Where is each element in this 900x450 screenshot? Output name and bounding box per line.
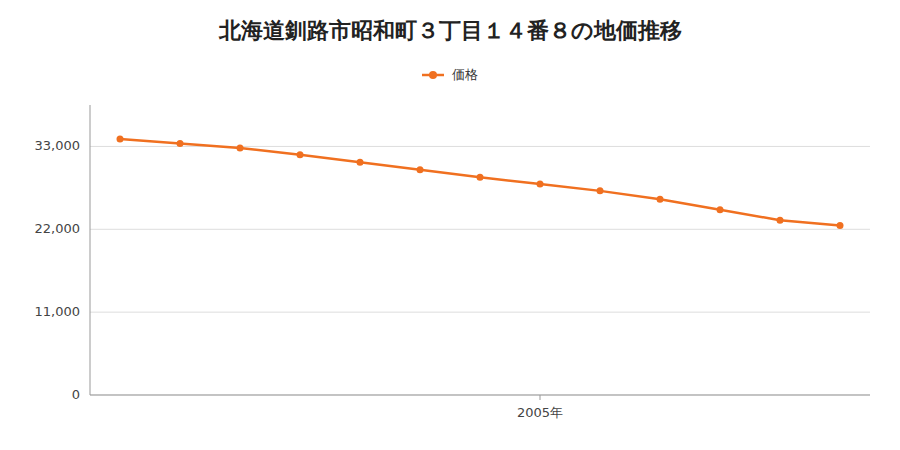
grid — [90, 146, 870, 395]
point — [777, 217, 784, 224]
x-tick — [540, 395, 541, 400]
legend-marker — [429, 71, 437, 79]
data-group — [117, 135, 844, 229]
y-tick-label: 11,000 — [35, 304, 81, 319]
point — [237, 144, 244, 151]
grid-line — [90, 229, 870, 230]
point — [417, 166, 424, 173]
point — [717, 206, 724, 213]
title: 北海道釧路市昭和町３丁目１４番８の地価推移 — [218, 18, 682, 43]
y-tick-label: 33,000 — [35, 138, 81, 153]
series-line — [120, 139, 840, 226]
point — [357, 159, 364, 166]
legend: 価格 — [422, 67, 478, 82]
y-axis-line — [90, 105, 91, 395]
point — [117, 135, 124, 142]
legend-label: 価格 — [452, 67, 478, 82]
legend-item: 価格 — [422, 67, 478, 82]
point — [597, 187, 604, 194]
point — [297, 151, 304, 158]
point — [837, 222, 844, 229]
y-tick-label: 22,000 — [35, 221, 81, 236]
point — [477, 174, 484, 181]
grid-line — [90, 312, 870, 313]
point — [657, 196, 664, 203]
point — [537, 181, 544, 188]
y-tick-label: 0 — [72, 387, 80, 402]
x-axis-line — [90, 395, 870, 396]
point — [177, 140, 184, 147]
x-tick-label: 2005年 — [517, 405, 563, 420]
chart: 北海道釧路市昭和町３丁目１４番８の地価推移 0 11,000 22,000 33,000… — [0, 0, 900, 450]
grid-line — [90, 395, 870, 396]
